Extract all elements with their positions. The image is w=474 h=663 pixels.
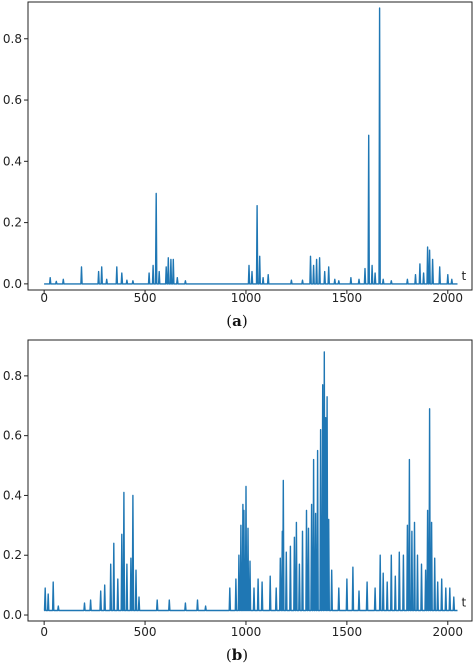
panel-b-caption-letter: b <box>232 646 243 663</box>
panel-b-x-tick-label: 500 <box>134 625 157 639</box>
panel-a-y-tick-label: 0.8 <box>3 32 22 46</box>
panel-a-y-ticks: 0.0 0.2 0.4 0.6 0.8 <box>3 32 28 291</box>
panel-a-caption: (a) <box>226 312 247 330</box>
panel-a-y-tick-label: 0.2 <box>3 216 22 230</box>
panel-b-x-ticks: 0 500 1000 1500 2000 <box>40 621 463 639</box>
panel-b-caption: (b) <box>226 646 248 663</box>
panel-a-x-tick-label: 0 <box>40 291 48 305</box>
panel-b-x-tick-label: 0 <box>40 625 48 639</box>
panel-b-x-tick-label: 1500 <box>332 625 363 639</box>
panel-a-series-line <box>44 7 458 285</box>
panel-b-x-axis-label: t <box>461 596 466 610</box>
panel-a-x-tick-label: 2000 <box>433 291 464 305</box>
panel-a-caption-letter: a <box>232 312 242 330</box>
panel-b-y-ticks: 0.0 0.2 0.4 0.6 0.8 <box>3 369 28 622</box>
panel-b-series-line <box>43 351 458 612</box>
panel-a-y-tick-label: 0.6 <box>3 93 22 107</box>
panel-a-x-tick-label: 1500 <box>332 291 363 305</box>
panel-b-y-tick-label: 0.6 <box>3 429 22 443</box>
panel-a-frame <box>27 1 473 291</box>
panel-b-x-tick-label: 2000 <box>433 625 464 639</box>
panel-a: 0.0 0.2 0.4 0.6 0.8 0 500 1000 1500 2000 t (a) <box>3 1 473 330</box>
panel-b: 0.0 0.2 0.4 0.6 0.8 0 500 1000 1500 2000 t (b) <box>3 339 473 663</box>
panel-a-y-tick-label: 0.0 <box>3 277 22 291</box>
panel-b-y-tick-label: 0.0 <box>3 608 22 622</box>
panel-a-y-tick-label: 0.4 <box>3 154 22 168</box>
panel-a-x-axis-label: t <box>461 269 466 283</box>
panel-b-y-tick-label: 0.4 <box>3 488 22 502</box>
panel-b-frame <box>27 339 473 622</box>
panel-a-x-tick-label: 500 <box>134 291 157 305</box>
panel-a-x-ticks: 0 500 1000 1500 2000 <box>40 290 463 305</box>
panel-b-y-tick-label: 0.8 <box>3 369 22 383</box>
panel-a-x-tick-label: 1000 <box>231 291 262 305</box>
panel-b-x-tick-label: 1000 <box>231 625 262 639</box>
panel-b-y-tick-label: 0.2 <box>3 548 22 562</box>
